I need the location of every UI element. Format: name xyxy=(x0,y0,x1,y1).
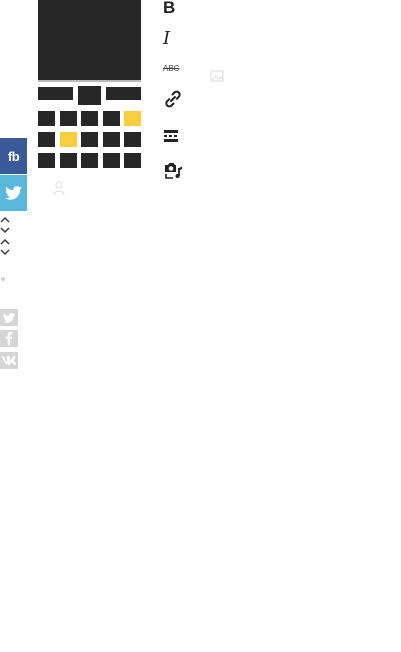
chevron-down-icon[interactable] xyxy=(0,227,10,234)
gallery-thumbnail[interactable] xyxy=(60,153,77,168)
facebook-link[interactable] xyxy=(0,330,18,347)
twitter-bird-icon xyxy=(5,186,22,200)
chevron-up-icon[interactable] xyxy=(0,238,10,245)
gallery-thumbnail[interactable] xyxy=(124,153,141,168)
gallery-thumbnail[interactable] xyxy=(38,111,55,126)
user-icon xyxy=(53,181,65,196)
bold-button[interactable]: B xyxy=(163,0,185,18)
gallery-preview[interactable] xyxy=(38,0,141,82)
gallery-thumbnail[interactable] xyxy=(60,132,77,147)
twitter-link[interactable] xyxy=(0,309,18,326)
link-icon xyxy=(165,90,181,108)
strikethrough-icon: ABC xyxy=(163,63,180,73)
twitter-share-button[interactable] xyxy=(0,175,27,211)
page-break-icon xyxy=(164,130,178,142)
gallery-thumbnail[interactable] xyxy=(60,111,77,126)
strikethrough-button[interactable]: ABC xyxy=(163,58,185,78)
italic-button[interactable]: I xyxy=(163,27,185,49)
link-button[interactable] xyxy=(163,89,185,109)
chevron-up-icon[interactable] xyxy=(0,216,10,223)
vk-link[interactable] xyxy=(0,352,18,369)
image-placeholder-icon xyxy=(210,70,224,82)
gallery-next-button[interactable] xyxy=(106,87,141,100)
page-break-button[interactable] xyxy=(163,126,185,146)
vk-icon xyxy=(2,356,16,365)
gallery-thumbnail[interactable] xyxy=(81,132,98,147)
indicator-dot xyxy=(1,277,5,281)
facebook-share-button[interactable]: fb xyxy=(0,138,27,174)
bold-icon: B xyxy=(163,0,176,17)
gallery-thumbnail[interactable] xyxy=(38,132,55,147)
chevron-down-icon[interactable] xyxy=(0,249,10,256)
twitter-icon xyxy=(3,312,15,323)
gallery-thumbnail[interactable] xyxy=(103,153,120,168)
facebook-icon xyxy=(5,332,13,345)
media-icon xyxy=(165,163,182,179)
italic-icon: I xyxy=(163,27,171,49)
gallery-thumbnail[interactable] xyxy=(103,132,120,147)
gallery-thumbnail[interactable] xyxy=(124,132,141,147)
gallery-thumbnail[interactable] xyxy=(81,111,98,126)
gallery-prev-button[interactable] xyxy=(38,87,73,100)
gallery-thumbnail[interactable] xyxy=(103,111,120,126)
facebook-share-label: fb xyxy=(7,148,20,164)
media-button[interactable] xyxy=(163,160,185,180)
gallery-thumbnail[interactable] xyxy=(124,111,141,126)
gallery-thumbnail[interactable] xyxy=(81,153,98,168)
gallery-current-button[interactable] xyxy=(78,86,101,105)
gallery-thumbnail[interactable] xyxy=(38,153,55,168)
